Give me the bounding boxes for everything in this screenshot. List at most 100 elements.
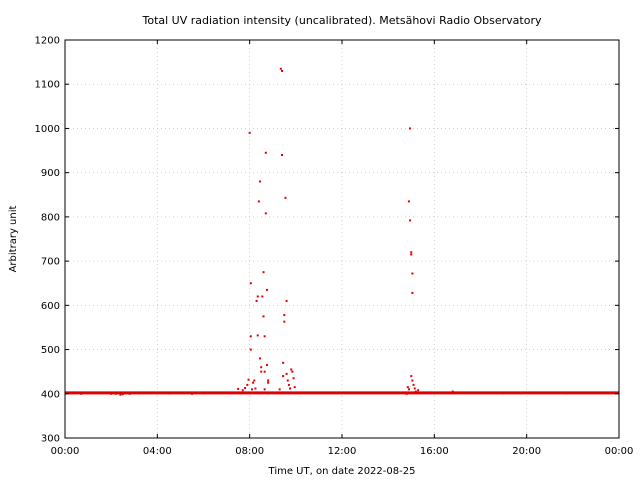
data-point [280, 153, 283, 156]
data-point [70, 392, 73, 395]
axis-ticks: 300 400 500 600 700 800 900 1000 1100 1200 00:00 04… [35, 36, 634, 458]
data-point [267, 381, 270, 384]
y-axis-label: Arbitrary unit [8, 206, 19, 273]
x-tick-label: 08:00 [235, 446, 264, 457]
data-point [249, 348, 252, 351]
data-point [260, 366, 263, 369]
data-point [264, 212, 267, 215]
data-point [262, 315, 265, 318]
data-point [282, 361, 285, 364]
x-tick-label: 12:00 [328, 446, 357, 457]
data-point [417, 389, 420, 392]
data-point [98, 391, 101, 394]
data-point [411, 379, 414, 382]
data-point [110, 392, 113, 395]
data-point [451, 390, 454, 393]
data-point [114, 392, 117, 395]
data-point [263, 370, 266, 373]
data-point [405, 392, 408, 395]
data-point [407, 388, 410, 391]
data-point [262, 271, 265, 274]
data-point [409, 127, 412, 130]
data-point [248, 131, 251, 134]
data-point [119, 393, 122, 396]
y-tick-label: 300 [41, 434, 60, 445]
data-point [411, 272, 414, 275]
data-point [414, 390, 417, 393]
data-point [411, 291, 414, 294]
data-point [253, 379, 256, 382]
data-point [406, 386, 409, 389]
data-point [167, 392, 170, 395]
data-point [265, 288, 268, 291]
data-point [241, 389, 244, 392]
y-tick-label: 800 [41, 212, 60, 223]
data-point [259, 357, 262, 360]
x-tick-label: 04:00 [143, 446, 172, 457]
data-point [286, 379, 289, 382]
data-point [246, 383, 249, 386]
y-tick-label: 1200 [35, 36, 60, 47]
data-point [564, 392, 567, 395]
y-tick-label: 1100 [35, 80, 60, 91]
plot-frame [64, 39, 620, 439]
data-point [263, 388, 266, 391]
data-point [410, 253, 413, 256]
y-tick-label: 700 [41, 257, 60, 268]
data-point [255, 299, 258, 302]
data-point [265, 364, 268, 367]
data-point [289, 387, 292, 390]
data-point [287, 383, 290, 386]
y-tick-label: 400 [41, 389, 60, 400]
data-point [285, 299, 288, 302]
data-point [412, 383, 415, 386]
chart-title: Total UV radiation intensity (uncalibrat… [142, 14, 542, 27]
data-point [190, 392, 193, 395]
data-point [264, 151, 267, 154]
x-axis-label: Time UT, on date 2022-08-25 [268, 466, 416, 477]
data-point [409, 219, 412, 222]
x-tick-label: 00:00 [605, 446, 634, 457]
data-point [244, 387, 247, 390]
data-point [80, 392, 83, 395]
data-point [124, 392, 127, 395]
data-point [413, 387, 416, 390]
data-point [263, 335, 266, 338]
y-tick-label: 1000 [35, 124, 60, 135]
data-point [261, 295, 264, 298]
data-point [256, 334, 259, 337]
data-point [87, 392, 90, 395]
data-point [407, 200, 410, 203]
data-point [282, 375, 285, 378]
data-point [254, 387, 257, 390]
data-point [292, 377, 295, 380]
data-point [237, 387, 240, 390]
y-tick-label: 500 [41, 345, 60, 356]
gridlines [65, 40, 619, 438]
data-point [252, 381, 255, 384]
data-point [128, 392, 131, 395]
data-points [65, 67, 619, 396]
data-point [291, 370, 294, 373]
data-point [583, 391, 586, 394]
data-point [279, 67, 282, 70]
data-point [259, 180, 262, 183]
data-point [257, 200, 260, 203]
data-point [285, 372, 288, 375]
data-point [249, 282, 252, 285]
data-point [278, 388, 281, 391]
data-point [280, 69, 283, 72]
data-point [283, 314, 286, 317]
data-point [121, 393, 124, 396]
data-point [284, 196, 287, 199]
x-tick-label: 00:00 [51, 446, 80, 457]
data-point [410, 251, 413, 254]
data-point [283, 320, 286, 323]
data-point [410, 375, 413, 378]
x-tick-label: 16:00 [420, 446, 449, 457]
data-point [290, 368, 293, 371]
data-point [532, 391, 535, 394]
data-point [502, 392, 505, 395]
data-point [260, 370, 263, 373]
